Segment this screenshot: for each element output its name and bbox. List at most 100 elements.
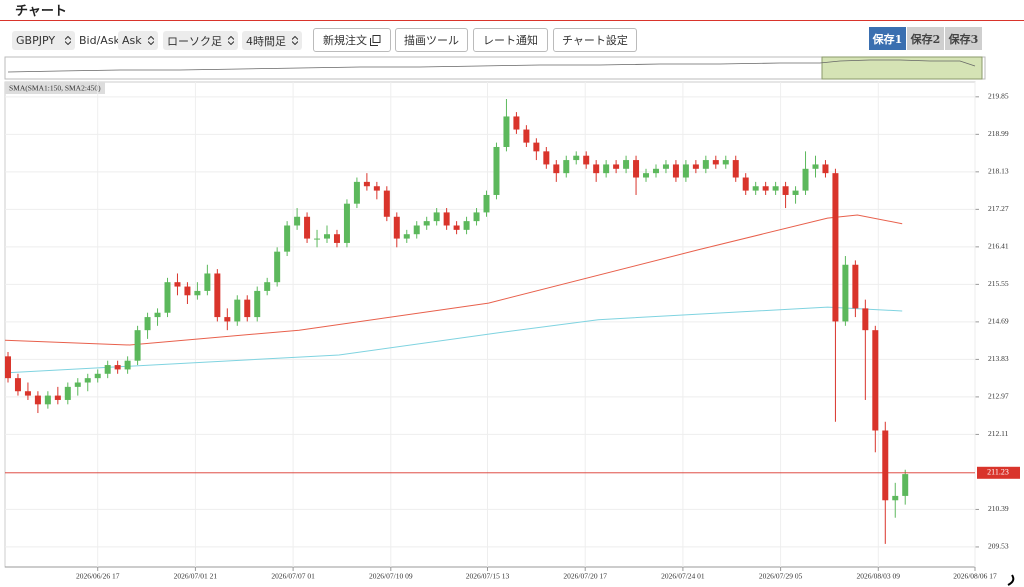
candle-body <box>662 164 669 169</box>
indicator-legend: SMA(SMA1:150, SMA2:450) <box>9 84 101 93</box>
candle-body <box>842 264 849 322</box>
candle-body <box>692 164 699 169</box>
candle-body <box>164 282 171 313</box>
candle-body <box>94 373 101 379</box>
y-tick-label: 209.53 <box>988 542 1009 551</box>
candle-body <box>543 151 550 165</box>
y-tick-label: 217.27 <box>988 204 1009 213</box>
candle-body <box>682 164 689 178</box>
candle-body <box>413 225 420 235</box>
candle-body <box>64 386 71 400</box>
candle-body <box>383 190 390 217</box>
select-arrow <box>228 36 234 45</box>
title-rule <box>0 20 1024 21</box>
candle-body <box>274 251 281 283</box>
candle-body <box>443 212 450 226</box>
candle-body <box>114 365 121 370</box>
candle-body <box>4 356 11 379</box>
candle-body <box>373 186 380 191</box>
candle-body <box>14 378 21 392</box>
candle-body <box>324 234 331 239</box>
y-tick-label: 213.83 <box>988 354 1009 363</box>
x-tick-label: 2026/07/07 01 <box>271 572 315 581</box>
candle-body <box>633 160 640 178</box>
symbol: GBPJPY <box>16 34 56 47</box>
page-title: チャート <box>15 4 67 19</box>
x-tick-label: 2026/08/03 09 <box>857 572 901 581</box>
candle-body <box>702 160 709 169</box>
candle-body <box>343 203 350 243</box>
candle-body <box>84 378 91 383</box>
timeframe-select[interactable]: 4時間足 <box>242 31 302 50</box>
candle-body <box>523 129 530 143</box>
timeframe: 4時間足 <box>246 34 286 48</box>
y-tick-label: 214.69 <box>988 317 1009 326</box>
x-tick-label: 2026/07/01 21 <box>174 572 218 581</box>
candle-body <box>74 382 81 387</box>
chart-kind-select[interactable]: ローソク足 <box>163 31 238 50</box>
y-tick-label: 218.13 <box>988 167 1009 176</box>
candle-body <box>254 290 261 318</box>
candle-body <box>882 430 889 501</box>
candle-body <box>493 146 500 195</box>
candle-body <box>513 116 520 130</box>
candle-body <box>224 317 231 322</box>
candle-body <box>603 164 610 174</box>
save-tab[interactable]: 保存2 <box>907 27 944 50</box>
y-tick-label: 210.39 <box>988 504 1009 513</box>
button-label: チャート設定 <box>562 34 628 47</box>
candle-body <box>732 160 739 178</box>
candle-body <box>792 190 799 195</box>
candle-body <box>613 164 620 169</box>
navigator[interactable] <box>4 56 986 80</box>
candle-body <box>244 299 251 318</box>
symbol-select[interactable]: GBPJPY <box>12 31 75 50</box>
candle-body <box>314 238 321 240</box>
candle-body <box>294 216 301 226</box>
chart-settings-button[interactable]: チャート設定 <box>553 28 637 52</box>
drawing-tool-button[interactable]: 描画ツール <box>395 28 468 52</box>
candle-body <box>762 186 769 191</box>
corner-icon <box>1007 574 1015 586</box>
y-tick-label: 219.85 <box>988 92 1009 101</box>
navigator-window[interactable] <box>821 56 983 80</box>
candle-body <box>24 391 31 396</box>
candle-body <box>772 186 779 191</box>
candle-body <box>483 194 490 213</box>
new-order-button[interactable]: 新規注文 <box>313 28 391 52</box>
y-tick-label: 218.99 <box>988 129 1009 138</box>
candle-body <box>862 308 869 331</box>
x-tick-label: 2026/07/29 05 <box>759 572 803 581</box>
x-tick-label: 2026/07/10 09 <box>369 572 413 581</box>
sma-line <box>4 214 903 346</box>
candle-body <box>234 299 241 322</box>
candle-body <box>393 216 400 239</box>
side: Ask <box>122 34 142 47</box>
x-tick-label: 2026/06/26 17 <box>76 572 120 581</box>
candle-body <box>563 160 570 174</box>
candle-body <box>643 173 650 178</box>
candle-body <box>533 142 540 152</box>
candle-body <box>174 282 181 287</box>
candle-body <box>403 234 410 239</box>
candle-body <box>583 155 590 165</box>
candle-body <box>852 264 859 309</box>
price-label: Bid/Ask <box>79 34 120 47</box>
candle-body <box>782 186 789 195</box>
indicator-legend-box <box>5 82 105 94</box>
rate-alert-button[interactable]: レート通知 <box>473 28 548 52</box>
button-label: 新規注文 <box>323 34 367 47</box>
candle-body <box>822 164 829 174</box>
y-tick-label: 215.55 <box>988 279 1009 288</box>
candle-body <box>712 160 719 165</box>
candle-body <box>124 360 131 370</box>
candle-body <box>104 365 111 374</box>
select-arrow <box>292 36 298 45</box>
candle-body <box>423 221 430 226</box>
save-tab[interactable]: 保存1 <box>869 27 906 50</box>
candle-body <box>214 273 221 318</box>
side-select[interactable]: Ask <box>118 31 158 50</box>
candle-body <box>553 164 560 174</box>
save-tab[interactable]: 保存3 <box>945 27 982 50</box>
